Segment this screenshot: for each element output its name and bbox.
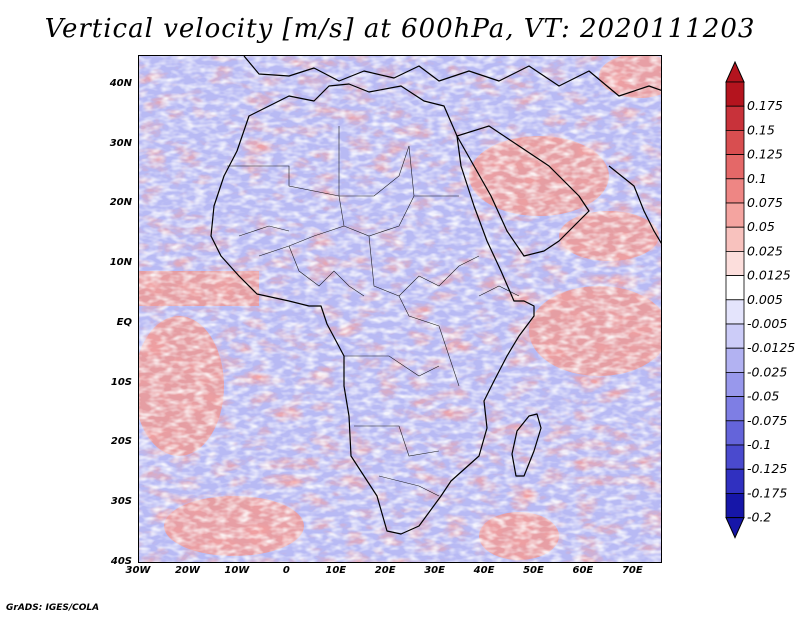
country-border [288, 245, 365, 297]
latitude-label: 20S [110, 436, 132, 448]
legend-top-arrow [725, 60, 745, 83]
country-border [478, 285, 520, 297]
legend-swatch [725, 444, 745, 470]
longitude-label: 20E [374, 565, 396, 576]
legend-label: -0.1 [747, 437, 771, 452]
latitude-label: 10S [110, 376, 132, 388]
legend-label: -0.005 [747, 316, 787, 331]
legend-bottom-arrow [725, 517, 745, 539]
legend-swatch [725, 323, 745, 349]
legend-label: 0.025 [747, 243, 783, 258]
legend-swatch [725, 202, 745, 228]
latitude-label: 40S [110, 556, 132, 567]
legend-label: 0.005 [747, 292, 783, 307]
legend-swatch [725, 420, 745, 446]
legend-swatch [725, 396, 745, 422]
europe-coastline [243, 56, 661, 97]
longitude-label: 70E [621, 565, 643, 576]
legend-label: -0.175 [747, 485, 787, 500]
legend-label: -0.125 [747, 461, 787, 476]
legend-swatch [725, 81, 745, 107]
white-noise-overlay [139, 56, 661, 562]
latitude-label: 10N [109, 257, 132, 269]
country-border [343, 195, 415, 237]
country-border [344, 355, 440, 377]
color-legend: 0.175 0.15 0.125 0.1 0.075 0.05 0.025 0.0125 0.0… [725, 60, 795, 539]
legend-label: -0.0125 [747, 340, 795, 355]
legend-swatch [725, 178, 745, 204]
longitude-label: 10E [325, 565, 347, 576]
legend-swatch [725, 226, 745, 252]
legend-swatch [725, 371, 745, 397]
legend-label: 0.075 [747, 195, 783, 210]
legend-label: -0.025 [747, 364, 787, 379]
legend-swatch [725, 299, 745, 325]
legend-label: 0.1 [747, 171, 767, 186]
country-border [338, 126, 410, 197]
longitude-label: 40E [473, 565, 495, 576]
country-border [378, 475, 440, 497]
longitude-label: 30E [424, 565, 445, 576]
longitude-label: 60E [572, 565, 594, 576]
madagascar-coastline [511, 413, 542, 477]
plot-title: Vertical velocity [m/s] at 600hPa, VT: 2… [44, 14, 756, 44]
legend-swatch [725, 250, 745, 276]
legend-swatch [725, 468, 745, 494]
legend-swatch [725, 347, 745, 373]
longitude-label: 0 [282, 565, 290, 576]
coastlines [210, 56, 661, 535]
country-border [227, 165, 345, 257]
latitude-label: 40N [109, 77, 132, 89]
legend-label: 0.175 [747, 98, 783, 113]
legend-label: 0.0125 [747, 268, 791, 283]
country-border [398, 295, 460, 387]
longitude-label: 30W [125, 565, 151, 576]
legend-label: 0.05 [747, 219, 775, 234]
legend-swatch [725, 154, 745, 180]
legend-swatch [725, 105, 745, 131]
longitude-label: 50E [523, 565, 544, 576]
longitude-label: 20W [174, 565, 200, 576]
velocity-map [139, 56, 661, 562]
longitude-label: 10W [224, 565, 250, 576]
legend-label: -0.2 [747, 510, 771, 525]
legend-label: 0.125 [747, 147, 783, 162]
africa-coastline [210, 83, 535, 535]
country-border [238, 225, 290, 237]
latitude-label: 20N [109, 197, 132, 209]
legend-label: -0.075 [747, 413, 787, 428]
arabia-coastline [456, 125, 590, 257]
latitude-label: 30N [109, 137, 132, 149]
legend-swatch [725, 130, 745, 156]
velocity-map-panel [138, 55, 662, 563]
legend-label: 0.15 [747, 122, 775, 137]
country-border [368, 235, 480, 297]
india-coastline [608, 165, 661, 244]
country-border [354, 425, 440, 457]
latitude-label: EQ [116, 316, 132, 328]
legend-swatch [725, 275, 745, 301]
grads-credit: GrADS: IGES/COLA [6, 603, 100, 613]
latitude-label: 30S [110, 496, 132, 508]
country-borders [227, 126, 520, 497]
legend-swatch [725, 492, 745, 518]
legend-label: -0.05 [747, 389, 779, 404]
